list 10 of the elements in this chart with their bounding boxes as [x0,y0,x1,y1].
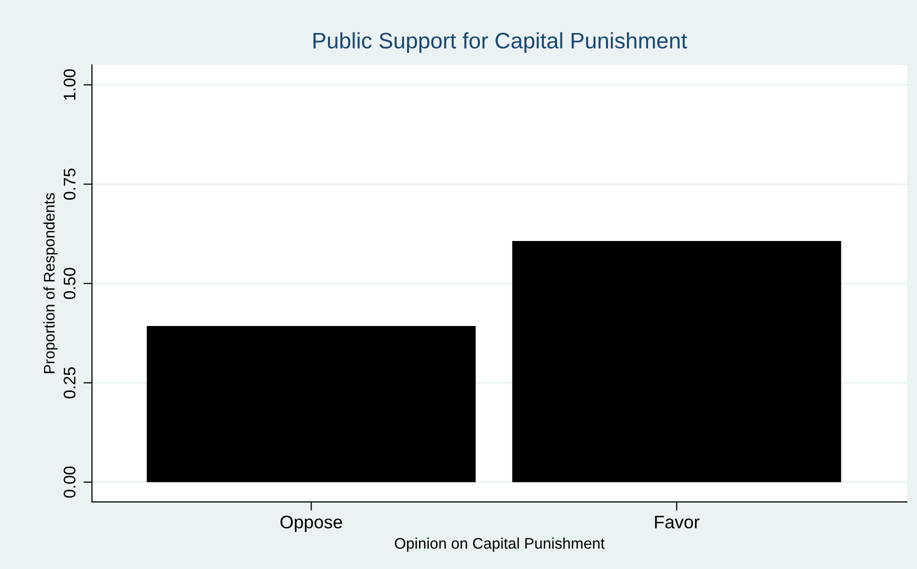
y-tick-label: 0.00 [64,466,76,498]
x-tick-label: Oppose [280,516,342,532]
y-tick-label: 0.25 [64,367,76,398]
y-axis-title: Proportion of Respondents [43,193,58,374]
chart-title: Public Support for Capital Punishment [314,32,688,53]
y-tick-label: 0.75 [64,168,76,200]
x-tick-label: Favor [655,516,700,528]
y-tick-label: 0.50 [64,268,76,300]
y-tick-label: 1.00 [64,69,76,100]
x-axis-title: Opinion on Capital Punishment [394,538,605,552]
